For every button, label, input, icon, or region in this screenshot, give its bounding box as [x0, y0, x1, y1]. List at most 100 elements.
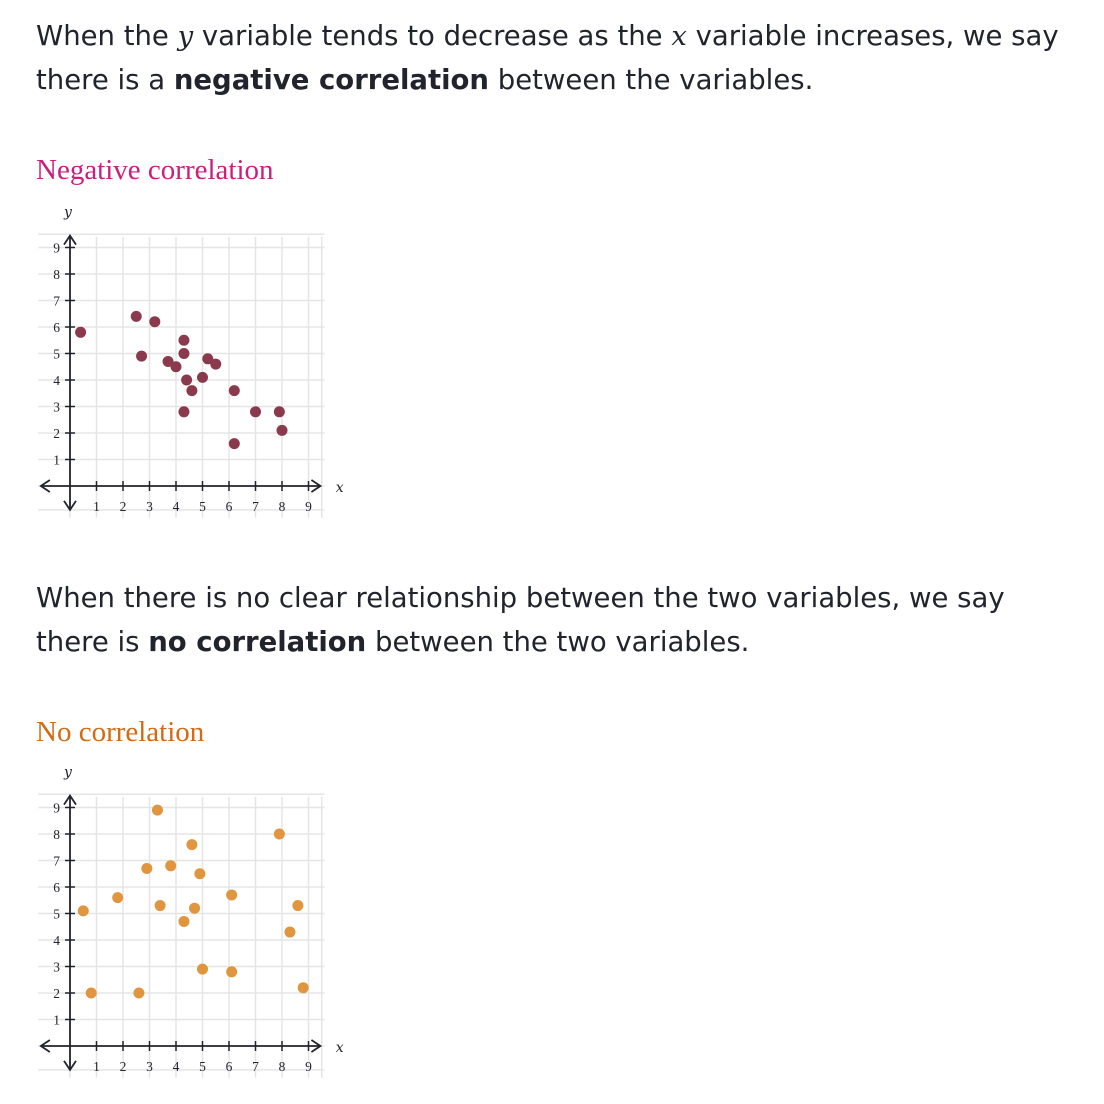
y-tick-label: 4: [53, 373, 60, 388]
data-point: [136, 350, 148, 362]
chart-title-no-correlation: No correlation: [36, 716, 205, 748]
data-point: [149, 316, 161, 328]
data-point: [85, 987, 97, 999]
y-tick-label: 2: [53, 986, 60, 1001]
grid: [38, 233, 325, 518]
middle-paragraph: When there is no clear relationship betw…: [36, 576, 1086, 664]
variable-x: x: [671, 20, 687, 52]
x-tick-label: 7: [252, 1059, 259, 1074]
negative-correlation-chart: 1 2 3 4 5 6 7 8 9 1 2 3 4 5 6 7 8 9 x y: [38, 204, 344, 518]
x-axis-arrow-left-icon: [39, 1039, 51, 1053]
data-point: [186, 839, 198, 851]
y-tick-label: 4: [53, 933, 60, 948]
data-point: [178, 915, 190, 927]
data-point: [228, 385, 240, 397]
data-point: [162, 355, 174, 367]
x-tick-label: 2: [120, 499, 127, 514]
x-tick-label: 5: [199, 499, 206, 514]
y-axis-arrow-down-icon: [63, 500, 77, 512]
term-negative-correlation: negative correlation: [173, 64, 490, 96]
y-tick-label: 6: [53, 880, 60, 895]
y-tick-label: 7: [53, 854, 60, 869]
data-point: [273, 828, 285, 840]
chart-title-negative: Negative correlation: [36, 154, 274, 186]
y-axis-arrow-down-icon: [63, 1060, 77, 1072]
x-tick-label: 4: [173, 499, 180, 514]
y-tick-label: 3: [53, 960, 60, 975]
data-point: [197, 371, 208, 383]
x-axis-arrow-right-icon: [310, 1039, 323, 1053]
data-point: [189, 902, 201, 914]
x-tick-label: 1: [93, 499, 100, 514]
y-tick-label: 1: [53, 1013, 60, 1028]
intro-text-4: between the variables.: [497, 64, 814, 96]
data-point: [226, 966, 238, 978]
data-point: [154, 900, 166, 912]
x-tick-label: 9: [305, 1059, 312, 1074]
data-point: [112, 892, 124, 904]
y-tick-label: 9: [53, 801, 60, 816]
x-tick-label: 7: [252, 499, 259, 514]
intro-paragraph: When the y variable tends to decrease as…: [36, 14, 1086, 102]
data-point: [284, 926, 296, 938]
y-tick-label: 1: [53, 453, 60, 468]
data-point: [297, 982, 309, 994]
y-tick-label: 9: [53, 241, 60, 256]
x-axis-arrow-right-icon: [310, 479, 323, 493]
term-no-correlation: no correlation: [148, 626, 367, 658]
data-point: [186, 385, 198, 397]
x-tick-label: 6: [226, 1059, 233, 1074]
x-tick-label: 3: [146, 499, 153, 514]
x-axis-label: x: [336, 480, 344, 496]
variable-y: y: [177, 20, 194, 52]
y-tick-label: 3: [53, 400, 60, 415]
data-point: [151, 804, 163, 816]
data-point: [170, 361, 182, 373]
y-tick-label: 5: [53, 347, 60, 362]
x-tick-label: 1: [93, 1059, 100, 1074]
data-point: [292, 900, 304, 912]
x-tick-label: 5: [199, 1059, 206, 1074]
y-tick-label: 6: [53, 320, 60, 335]
intro-text-3: variable increases, we say there is a: [36, 20, 1059, 96]
data-point: [178, 406, 190, 418]
y-axis-arrow-up-icon: [63, 233, 77, 246]
data-point: [202, 353, 214, 365]
x-tick-label: 8: [279, 1059, 286, 1074]
data-point: [178, 334, 190, 346]
x-tick-label: 3: [146, 1059, 153, 1074]
data-point: [228, 438, 240, 450]
x-tick-label: 9: [305, 499, 312, 514]
x-tick-label: 6: [226, 499, 233, 514]
data-point: [276, 424, 288, 436]
x-tick-label: 8: [279, 499, 286, 514]
x-tick-label: 2: [120, 1059, 127, 1074]
data-point: [130, 310, 142, 322]
y-tick-label: 5: [53, 907, 60, 922]
data-point: [197, 963, 208, 975]
intro-text-2: variable tends to decrease as the: [201, 20, 663, 52]
data-point: [75, 326, 87, 338]
y-tick-label: 8: [53, 267, 60, 282]
intro-text-1: When the: [36, 20, 169, 52]
grid: [38, 793, 325, 1078]
data-point: [165, 860, 177, 872]
data-point: [194, 868, 206, 880]
data-point: [141, 862, 153, 874]
y-axis-label: y: [63, 764, 73, 780]
x-tick-label: 4: [173, 1059, 180, 1074]
data-point: [273, 406, 285, 418]
data-point: [250, 406, 261, 418]
data-point: [210, 358, 222, 370]
middle-text-1: When there is no clear relationship betw…: [36, 582, 1005, 658]
data-point: [77, 905, 89, 917]
x-axis-label: x: [336, 1040, 344, 1056]
middle-text-2: between the two variables.: [375, 626, 750, 658]
data-point: [133, 987, 145, 999]
x-axis-arrow-left-icon: [39, 479, 51, 493]
y-axis-label: y: [63, 204, 73, 220]
y-tick-label: 2: [53, 426, 60, 441]
y-tick-label: 7: [53, 294, 60, 309]
no-correlation-chart: 1 2 3 4 5 6 7 8 9 1 2 3 4 5 6 7 8 9 x y: [38, 764, 344, 1078]
data-point: [181, 374, 193, 386]
